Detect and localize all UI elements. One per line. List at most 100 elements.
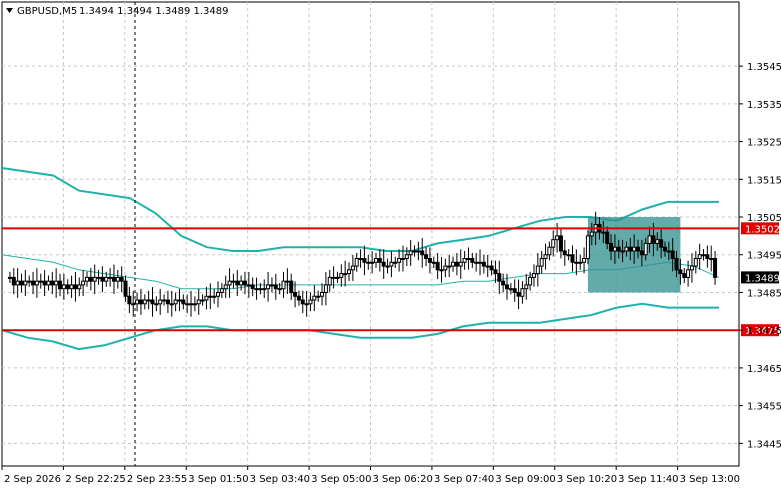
candle	[585, 230, 590, 265]
level-label: 1.3502	[745, 224, 780, 235]
candle-body-up	[343, 273, 348, 276]
x-tick-label: 2 Sep 23:55	[127, 474, 187, 485]
candle	[293, 281, 298, 308]
candle	[19, 273, 24, 293]
candle-body-down	[682, 273, 687, 278]
candle-body-down	[111, 276, 116, 282]
candle	[46, 275, 51, 291]
candle-body-up	[578, 261, 583, 264]
candle	[481, 254, 486, 274]
candle	[701, 249, 706, 261]
candle-body-up	[308, 299, 313, 305]
candle-body-up	[108, 276, 113, 279]
candle-body-down	[50, 280, 55, 286]
candle	[331, 266, 336, 289]
candle-body-down	[678, 269, 683, 275]
candle-body-down	[296, 295, 301, 301]
candle-body-down	[616, 246, 621, 252]
candle-body-up	[632, 246, 637, 252]
candle-body-down	[235, 280, 240, 286]
level-label-box	[741, 222, 779, 235]
candle	[451, 256, 456, 272]
chart-header: GBPUSD,M5 1.3494 1.3494 1.3489 1.3489	[6, 6, 229, 17]
candle-body-down	[273, 284, 278, 290]
candle	[612, 234, 617, 264]
candle-body-down	[501, 280, 506, 286]
candle-body-up	[412, 250, 417, 253]
candle	[100, 266, 105, 293]
candle-body-up	[431, 261, 436, 264]
candle-body-down	[300, 299, 305, 305]
candle-body-up	[104, 276, 109, 282]
candle	[400, 245, 405, 272]
candle-body-up	[254, 288, 259, 291]
candle-body-down	[493, 269, 498, 275]
candle	[185, 294, 190, 314]
x-tick-label: 2 Sep 22:25	[65, 474, 125, 485]
candle	[535, 253, 540, 287]
candle	[27, 275, 32, 287]
candle	[408, 239, 413, 266]
candle	[643, 237, 648, 261]
y-tick-label: 1.3455	[747, 402, 781, 413]
candle	[632, 234, 637, 264]
candle	[366, 254, 371, 270]
candle	[81, 270, 86, 297]
candle	[231, 273, 236, 289]
candle	[373, 252, 378, 268]
candle-body-up	[689, 265, 694, 271]
candle-body-up	[208, 295, 213, 298]
candle-body-down	[609, 242, 614, 252]
candle-body-up	[647, 235, 652, 244]
candle	[370, 251, 375, 274]
candle	[165, 290, 170, 314]
candle-body-up	[223, 284, 228, 290]
candle	[381, 249, 386, 279]
candle	[424, 247, 429, 266]
candle	[69, 275, 74, 298]
candle	[543, 243, 548, 270]
candle	[474, 253, 479, 272]
candle-body-up	[478, 261, 483, 264]
candle	[458, 249, 463, 279]
dropdown-triangle-icon[interactable]	[6, 8, 13, 13]
candle-body-up	[693, 258, 698, 267]
candle	[358, 249, 363, 268]
candle	[335, 271, 340, 284]
candle	[84, 271, 89, 287]
candle	[497, 260, 502, 295]
candle-body-up	[204, 295, 209, 301]
candle-body-down	[100, 276, 105, 282]
candle-body-up	[92, 276, 97, 282]
candle	[508, 283, 513, 295]
candle-body-up	[416, 250, 421, 253]
y-axis: 1.3545 1.3535 1.3525 1.3515 1.3505 1.3495 1.34…	[739, 62, 781, 450]
candle	[73, 272, 78, 302]
candle	[605, 226, 610, 250]
candle	[123, 275, 128, 302]
candle	[686, 260, 691, 287]
candle	[162, 294, 167, 306]
candle	[389, 251, 394, 278]
candle-body-up	[96, 276, 101, 279]
candle	[262, 279, 267, 298]
candle-body-down	[497, 273, 502, 282]
candle-body-up	[320, 291, 325, 297]
candle-body-up	[543, 254, 548, 260]
candle-body-down	[42, 280, 47, 286]
candle	[470, 252, 475, 268]
candle-body-down	[381, 261, 386, 267]
candle-body-down	[558, 235, 563, 252]
candle	[196, 288, 201, 315]
candle-body-up	[115, 276, 120, 282]
candle	[96, 269, 101, 285]
candle	[501, 273, 506, 293]
candle-body-down	[628, 246, 633, 252]
candle	[639, 239, 644, 266]
candle-body-down	[11, 276, 16, 286]
candle-body-up	[408, 250, 413, 256]
candle-body-down	[670, 250, 675, 260]
candle	[312, 285, 317, 312]
